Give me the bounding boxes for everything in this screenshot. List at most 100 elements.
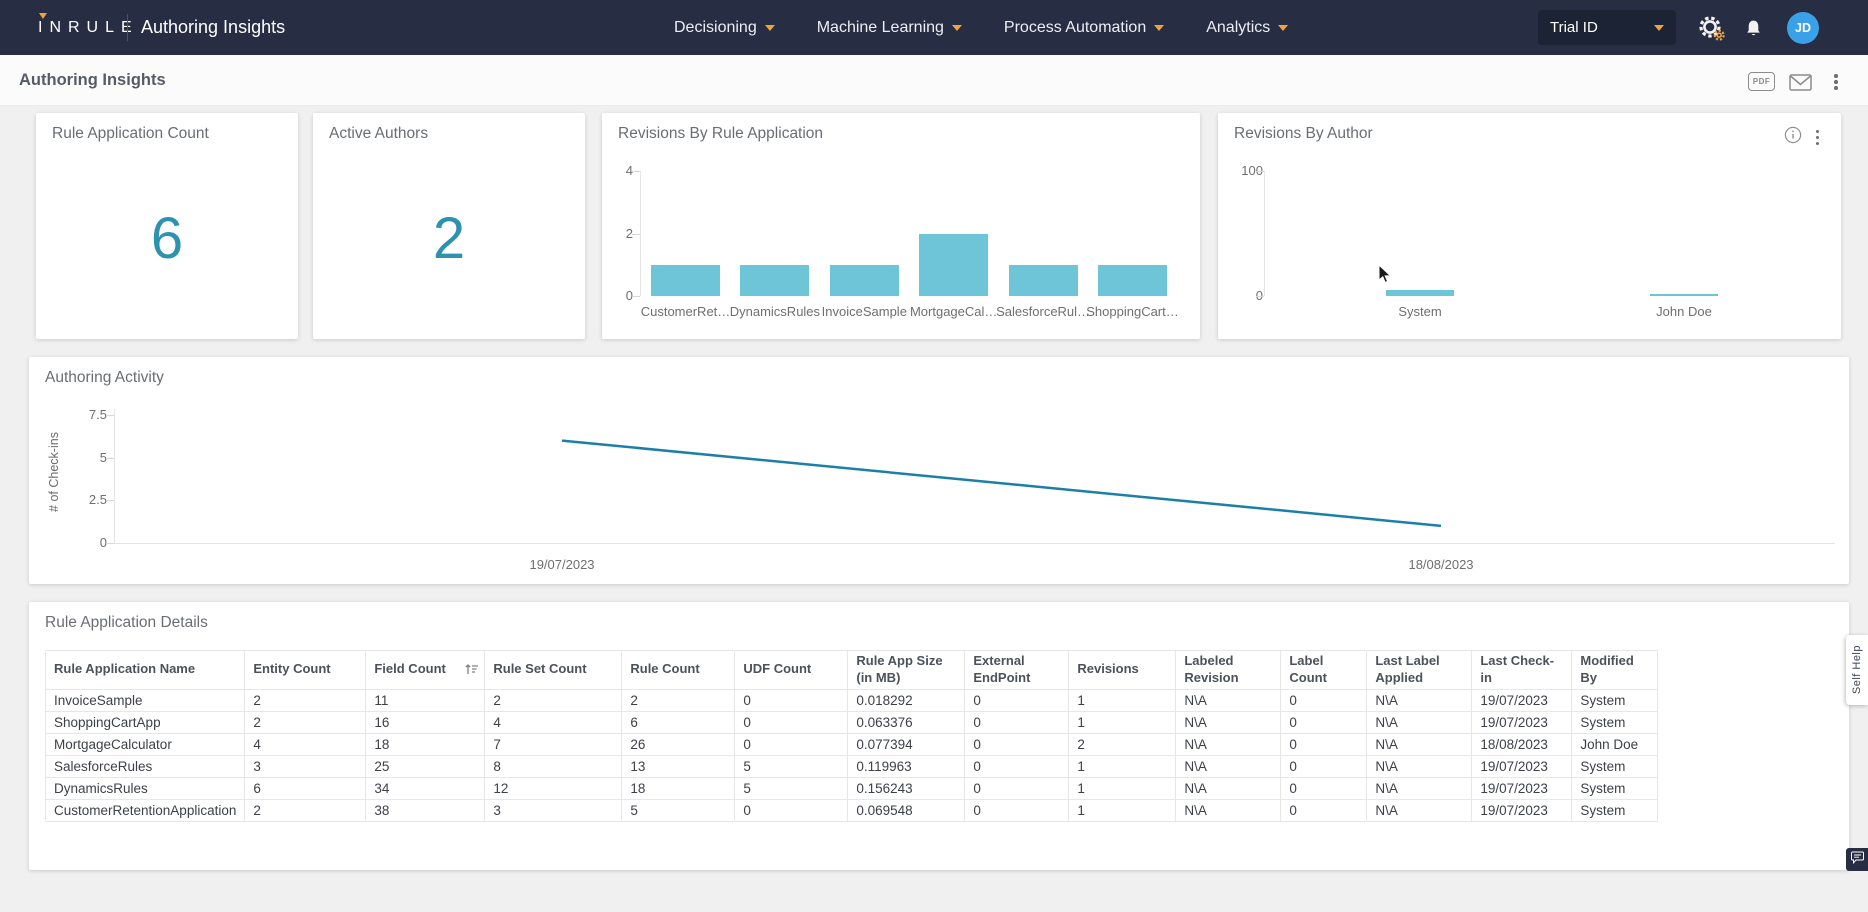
x-category-label: MortgageCal… bbox=[909, 304, 998, 319]
column-header[interactable]: Field Count bbox=[365, 650, 486, 690]
y-tick-label: 100 bbox=[1241, 163, 1263, 178]
nav-menu-process-automation[interactable]: Process Automation bbox=[1004, 19, 1165, 37]
table-row: ShoppingCartApp 2 16 4 6 0 0.063376 0 1 N\A 0 N\A 19… bbox=[44, 710, 1659, 734]
table-cell: 6 bbox=[244, 776, 367, 800]
x-category-label: System bbox=[1398, 304, 1442, 319]
column-header[interactable]: Last Check-in bbox=[1471, 650, 1573, 690]
chevron-down-icon bbox=[1278, 24, 1289, 31]
table-cell: 0 bbox=[734, 798, 849, 822]
table-header-row: Rule Application Name Entity Count Field C… bbox=[44, 650, 1659, 690]
self-help-tab[interactable]: Self Help bbox=[1846, 635, 1868, 705]
bar[interactable] bbox=[919, 233, 989, 296]
column-header[interactable]: Entity Count bbox=[244, 650, 367, 690]
table-cell: 0 bbox=[734, 688, 849, 712]
column-header[interactable]: Revisions bbox=[1068, 650, 1177, 690]
column-header[interactable]: External EndPoint bbox=[964, 650, 1070, 690]
table-cell: N\A bbox=[1175, 754, 1282, 778]
nav-menu-machine-learning[interactable]: Machine Learning bbox=[817, 19, 962, 37]
table-cell: 0 bbox=[964, 754, 1070, 778]
table-cell: 0.119963 bbox=[847, 754, 966, 778]
logo-text: INRULE bbox=[38, 18, 139, 36]
bar[interactable] bbox=[651, 264, 720, 296]
column-header[interactable]: Rule App Size (in MB) bbox=[847, 650, 966, 690]
column-header[interactable]: Labeled Revision bbox=[1175, 650, 1282, 690]
table-cell: N\A bbox=[1366, 688, 1473, 712]
export-pdf-button[interactable]: PDF bbox=[1748, 72, 1775, 91]
column-header[interactable]: Modified By bbox=[1571, 650, 1659, 690]
chart-title: Revisions By Rule Application bbox=[618, 125, 824, 142]
column-header[interactable]: UDF Count bbox=[734, 650, 849, 690]
y-tick-mark bbox=[1256, 171, 1264, 172]
y-tick-label: 0 bbox=[625, 288, 633, 303]
bar[interactable] bbox=[1650, 293, 1718, 296]
chevron-down-icon bbox=[1654, 24, 1664, 31]
table-cell: 0 bbox=[734, 710, 849, 734]
revisions-by-rule-application-plot: 0 2 4 CustomerRet… DynamicsRules InvoiceSampl… bbox=[602, 113, 1200, 339]
chevron-down-icon bbox=[764, 24, 775, 31]
nav-menu-decisioning[interactable]: Decisioning bbox=[674, 19, 775, 37]
table-cell: 0 bbox=[1280, 776, 1368, 800]
revisions-by-author-card: Revisions By Author 0 100 System John Doe bbox=[1218, 113, 1841, 339]
y-tick-label: 0 bbox=[1229, 288, 1263, 303]
column-header[interactable]: Rule Application Name bbox=[44, 650, 246, 690]
x-category-label: CustomerRet… bbox=[640, 304, 731, 319]
revisions-by-author-plot: 0 100 System John Doe bbox=[1218, 113, 1841, 339]
more-options-icon[interactable] bbox=[1834, 74, 1838, 90]
table-cell: 0 bbox=[1280, 732, 1368, 756]
table-cell: 2 bbox=[244, 688, 367, 712]
chart-title: Revisions By Author bbox=[1234, 125, 1373, 142]
column-header-label: Last Label Applied bbox=[1375, 653, 1440, 685]
y-axis-line bbox=[1264, 171, 1265, 296]
table-cell: 13 bbox=[621, 754, 736, 778]
navbar-divider bbox=[127, 14, 128, 41]
nav-menu-analytics[interactable]: Analytics bbox=[1206, 19, 1289, 37]
column-header[interactable]: Rule Count bbox=[621, 650, 736, 690]
chart-menu-icon[interactable] bbox=[1815, 129, 1819, 146]
email-icon[interactable] bbox=[1789, 74, 1812, 96]
bar[interactable] bbox=[829, 264, 899, 296]
bar[interactable] bbox=[1386, 289, 1454, 296]
card-title: Active Authors bbox=[329, 125, 429, 142]
table-cell: 0 bbox=[1280, 688, 1368, 712]
table-cell: System bbox=[1571, 688, 1659, 712]
column-header-label: Rule Count bbox=[630, 661, 700, 677]
revisions-by-rule-application-card: Revisions By Rule Application 0 2 4 Custome… bbox=[602, 113, 1200, 339]
table-cell: 0.063376 bbox=[847, 710, 966, 734]
column-header[interactable]: Rule Set Count bbox=[484, 650, 623, 690]
sort-filter-icon[interactable] bbox=[464, 662, 479, 681]
table-row: DynamicsRules 6 34 12 18 5 0.156243 0 1 N\A 0 N\A 19… bbox=[44, 776, 1659, 800]
table-cell: 4 bbox=[484, 710, 623, 734]
user-avatar[interactable]: JD bbox=[1787, 12, 1819, 44]
bar[interactable] bbox=[740, 264, 810, 296]
table-cell: 0 bbox=[1280, 798, 1368, 822]
y-tick-label: 2.5 bbox=[88, 492, 107, 508]
table-cell: N\A bbox=[1175, 776, 1282, 800]
info-icon[interactable] bbox=[1784, 126, 1802, 149]
bar[interactable] bbox=[1098, 264, 1167, 296]
authoring-activity-plot: 0 2.5 5 7.5 19/07/2023 18/08/2023 bbox=[29, 357, 1849, 584]
column-header-label: Revisions bbox=[1077, 661, 1139, 677]
table-cell: 1 bbox=[1068, 710, 1177, 734]
tenant-dropdown[interactable]: Trial ID bbox=[1538, 10, 1676, 45]
column-header[interactable]: Label Count bbox=[1280, 650, 1368, 690]
chat-widget-button[interactable] bbox=[1846, 848, 1868, 871]
table-cell: 0 bbox=[964, 732, 1070, 756]
table-cell: 26 bbox=[621, 732, 736, 756]
table-row: InvoiceSample 2 11 2 2 0 0.018292 0 1 N\A 0 N\A 19/0… bbox=[44, 688, 1659, 712]
inrule-logo[interactable]: INRULE bbox=[38, 0, 139, 55]
settings-gear-icon[interactable] bbox=[1697, 14, 1727, 49]
table-cell: 0 bbox=[964, 776, 1070, 800]
table-cell: 0.069548 bbox=[847, 798, 966, 822]
table-cell: 19/07/2023 bbox=[1471, 776, 1573, 800]
notifications-bell-icon[interactable] bbox=[1742, 17, 1765, 46]
card-title: Rule Application Count bbox=[52, 125, 209, 142]
y-tick-label: 7.5 bbox=[88, 406, 107, 422]
table-cell: 19/07/2023 bbox=[1471, 688, 1573, 712]
table-cell: John Doe bbox=[1571, 732, 1659, 756]
bar[interactable] bbox=[1008, 264, 1078, 296]
table-cell: 0 bbox=[1280, 754, 1368, 778]
chevron-down-icon bbox=[1154, 24, 1165, 31]
column-header-label: UDF Count bbox=[743, 661, 812, 677]
table-cell: N\A bbox=[1175, 732, 1282, 756]
column-header[interactable]: Last Label Applied bbox=[1366, 650, 1473, 690]
